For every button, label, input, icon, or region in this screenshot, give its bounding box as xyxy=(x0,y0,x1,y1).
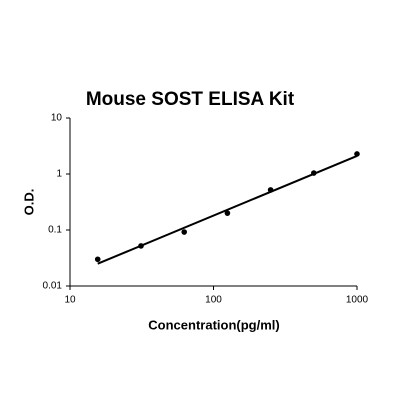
chart-title: Mouse SOST ELISA Kit xyxy=(86,89,295,110)
x-axis-label: Concentration(pg/ml) xyxy=(148,317,279,332)
y-tick-label: 1 xyxy=(56,169,62,180)
x-tick-label: 1000 xyxy=(346,295,369,306)
x-tick-label: 100 xyxy=(205,295,222,306)
point xyxy=(138,243,144,249)
point xyxy=(224,210,231,216)
point xyxy=(267,187,274,193)
y-tick-label: 0.01 xyxy=(43,281,63,292)
y-tick-label: 0.1 xyxy=(48,225,62,236)
y-axis-label: O.D. xyxy=(21,189,36,216)
fit-line xyxy=(97,155,358,265)
x-tick-label: 10 xyxy=(64,295,76,306)
point xyxy=(354,151,360,157)
point xyxy=(94,256,101,263)
point xyxy=(311,170,317,176)
point xyxy=(181,229,188,235)
y-tick-label: 10 xyxy=(51,113,63,124)
